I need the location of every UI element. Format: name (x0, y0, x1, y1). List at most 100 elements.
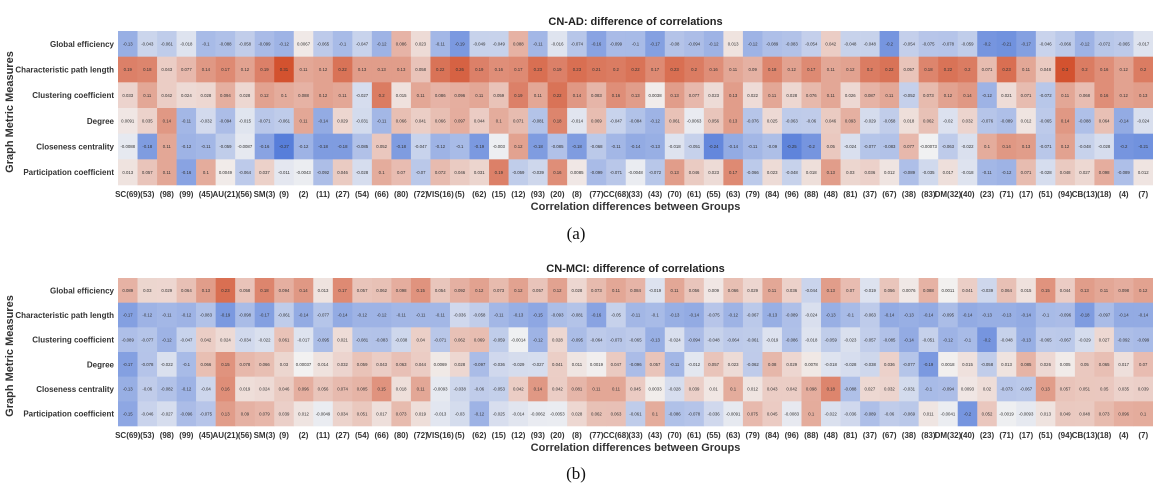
hm1-value-label: 0.028 (572, 288, 583, 293)
hm0-cell-r4-c37 (840, 133, 861, 160)
hm1-cell-r3-c23 (567, 352, 587, 377)
hm0-cell-r5-c9 (293, 159, 314, 186)
hm0-value-label: 0.17 (651, 67, 660, 72)
hm0-cell-r2-c34 (781, 82, 802, 109)
hm0-value-label: -0.18 (572, 144, 582, 149)
hm1-cell-r4-c33 (762, 376, 783, 402)
hm1-cell-r5-c4 (196, 401, 216, 427)
hm1-cell-r2-c40 (899, 327, 919, 353)
hm1-cell-r2-c13 (371, 327, 392, 353)
hm1-value-label: 0.019 (415, 411, 426, 416)
hm1-value-label: -0.095 (317, 337, 330, 342)
hm1-cell-r0-c12 (352, 278, 373, 303)
hm1-value-label: -0.067 (747, 313, 760, 318)
hm0-cell-r4-c50 (1094, 133, 1115, 160)
hm1-value-label: -0.13 (650, 337, 660, 342)
hm1-cell-r4-c12 (352, 376, 373, 402)
hm1-cell-r5-c48 (1055, 401, 1076, 427)
hm0-value-label: 0.11 (163, 170, 172, 175)
hm1-cell-r4-c44 (977, 376, 998, 402)
hm0-value-label: 0.11 (475, 93, 484, 98)
hm0-cell-r4-c1 (137, 133, 158, 160)
hm0-cell-r4-c46 (1016, 133, 1037, 160)
hm0-cell-r2-c26 (625, 82, 646, 109)
hm1-value-label: 0.041 (552, 362, 563, 367)
hm1-value-label: -0.15 (533, 313, 543, 318)
hm1-value-label: -0.086 (786, 337, 799, 342)
hm1-value-label: 0.1 (1140, 411, 1147, 416)
hm0-cell-r4-c10 (313, 133, 334, 160)
hm1-cell-r5-c29 (684, 401, 705, 427)
hm0-value-label: -0.022 (961, 144, 974, 149)
hm0-value-label: 0.12 (260, 93, 269, 98)
hm0-cell-r0-c0 (118, 31, 138, 57)
hm0-cell-r2-c22 (547, 82, 568, 109)
hm1-cell-r1-c13 (371, 302, 392, 328)
hm1-column-label: (54) (355, 431, 370, 440)
hm1-column-label: (12) (511, 431, 526, 440)
hm1-value-label: -0.051 (922, 337, 935, 342)
hm0-value-label: 0.13 (729, 118, 738, 123)
hm0-value-label: 0.16 (1100, 67, 1109, 72)
hm0-cell-r2-c29 (684, 82, 705, 109)
hm1-value-label: -0.075 (708, 313, 721, 318)
hm1-cell-r2-c15 (410, 327, 431, 353)
hm0-cell-r3-c24 (586, 108, 607, 134)
hm1-cell-r4-c6 (235, 376, 255, 402)
hm1-cell-r0-c35 (801, 278, 822, 303)
hm0-value-label: -0.089 (1118, 170, 1131, 175)
hm1-value-label: 0.048 (1079, 411, 1090, 416)
hm1-cell-r4-c30 (703, 376, 724, 402)
hm0-value-label: 0.023 (767, 170, 778, 175)
hm1-cell-r0-c51 (1113, 278, 1134, 303)
hm0-cell-r4-c34 (781, 133, 802, 160)
hm0-cell-r2-c32 (742, 82, 763, 109)
hm1-value-label: 0.081 (572, 387, 583, 392)
hm1-value-label: -0.061 (747, 337, 760, 342)
hm0-value-label: 0.096 (454, 93, 465, 98)
chart-title: CN-AD: difference of correlations (548, 16, 722, 28)
hm0-value-label: -0.13 (123, 41, 133, 46)
hm1-value-label: 0.14 (534, 387, 543, 392)
hm1-value-label: -0.095 (942, 313, 955, 318)
hm1-cell-r3-c36 (821, 352, 841, 377)
hm1-column-label: (80) (394, 431, 409, 440)
hm0-value-label: 0.025 (767, 118, 778, 123)
hm0-value-label: -0.16 (260, 144, 270, 149)
hm1-value-label: 0.16 (221, 387, 230, 392)
hm1-value-label: 0.039 (1138, 387, 1149, 392)
hm0-cell-r4-c26 (625, 133, 646, 160)
hm1-value-label: -0.06 (142, 387, 152, 392)
hm1-value-label: -0.064 (590, 337, 603, 342)
hm1-cell-r1-c6 (235, 302, 255, 328)
hm1-value-label: -0.14 (1119, 313, 1129, 318)
hm1-value-label: -0.14 (884, 313, 894, 318)
hm1-value-label: 0.09 (241, 411, 250, 416)
hm1-value-label: -0.2 (983, 337, 991, 342)
hm0-value-label: 0.086 (435, 93, 446, 98)
hm1-value-label: -0.2 (964, 411, 972, 416)
hm1-value-label: 0.098 (396, 288, 407, 293)
hm1-column-label: (27) (335, 431, 350, 440)
hm1-cell-r2-c11 (332, 327, 353, 353)
hm1-cell-r2-c3 (176, 327, 197, 353)
hm0-value-label: -0.018 (961, 170, 974, 175)
hm0-cell-r4-c41 (918, 133, 939, 160)
hm1-value-label: -0.12 (142, 313, 152, 318)
hm1-value-label: 0.013 (1040, 411, 1051, 416)
hm1-cell-r2-c9 (293, 327, 314, 353)
hm1-cell-r1-c28 (664, 302, 685, 328)
hm0-row-label: Characteristic path length (15, 66, 114, 75)
hm0-value-label: 0.062 (923, 118, 934, 123)
hm1-value-label: -0.027 (532, 362, 545, 367)
hm0-value-label: -0.071 (258, 118, 271, 123)
hm0-value-label: -0.11 (201, 144, 211, 149)
hm1-value-label: 0.03 (280, 362, 289, 367)
hm0-value-label: -0.12 (181, 144, 191, 149)
hm0-cell-r1-c27 (645, 56, 666, 83)
hm1-value-label: -0.1 (183, 362, 191, 367)
hm0-cell-r0-c24 (586, 31, 607, 57)
hm0-cell-r5-c33 (762, 159, 783, 186)
hm0-cell-r2-c40 (899, 82, 919, 109)
hm0-value-label: 0.066 (396, 118, 407, 123)
